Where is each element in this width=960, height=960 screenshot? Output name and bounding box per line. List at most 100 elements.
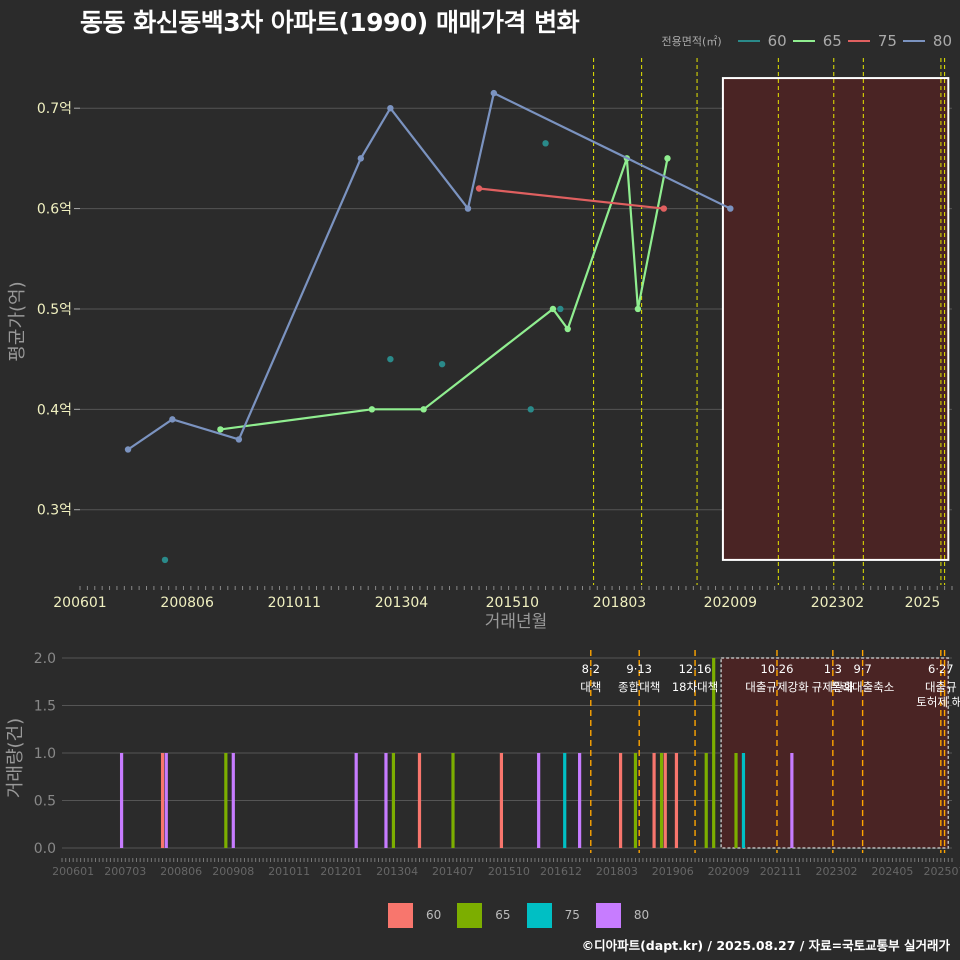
- policy-event-date: 9·7: [853, 662, 871, 676]
- volume-bar-60: [618, 753, 623, 848]
- policy-event-label: 18차대책: [672, 680, 718, 694]
- data-point-65: [368, 406, 376, 413]
- data-point-65: [549, 305, 557, 313]
- data-point-80: [169, 416, 176, 423]
- x-tick-label: 200806: [160, 595, 214, 611]
- data-point-60: [161, 556, 169, 564]
- x-tick-label: 202302: [811, 595, 864, 611]
- data-point-60: [557, 305, 564, 313]
- legend-item-75: 75: [847, 32, 897, 50]
- x-tick-label: 202009: [704, 595, 757, 611]
- volume-bar-65: [734, 753, 738, 848]
- volume-bar-80: [354, 753, 358, 848]
- legend-swatch: [457, 902, 483, 928]
- x-tick-label: 202009: [708, 865, 750, 878]
- series-line-65: [220, 158, 669, 431]
- legend-label: 80: [633, 908, 650, 922]
- volume-bar-80: [384, 753, 388, 848]
- data-point-80: [464, 205, 472, 212]
- volume-bar-65: [704, 753, 708, 848]
- data-point-65: [420, 406, 427, 413]
- policy-event-date: 12·16: [679, 662, 712, 676]
- y-tick-label: 0.5: [34, 794, 56, 810]
- data-point-80: [357, 155, 365, 162]
- policy-event-date: 10·26: [761, 662, 794, 676]
- x-tick-label: 201304: [375, 595, 429, 611]
- volume-bar-60: [652, 753, 656, 848]
- x-tick-label: 201510: [488, 865, 530, 878]
- legend-swatch: [847, 40, 870, 42]
- x-tick-label: 201201: [320, 865, 362, 878]
- x-tick-label: 202302: [816, 865, 858, 878]
- legend-item-80: 80: [902, 32, 952, 50]
- legend-item-65: 65: [792, 32, 842, 50]
- legend-label: 75: [564, 908, 580, 922]
- policy-event-label: 대출규: [925, 680, 957, 694]
- chart-title: 동동 화신동백3차 아파트(1990) 매매가격 변화: [80, 8, 580, 37]
- volume-bar-65: [633, 753, 638, 848]
- volume-bar-80: [537, 753, 541, 848]
- volume-legend: 60 65 75 80: [388, 902, 665, 928]
- legend-label: 65: [822, 32, 842, 50]
- data-point-60: [387, 355, 394, 363]
- legend-swatch: [388, 902, 413, 928]
- y-tick-label: 2.0: [34, 651, 56, 667]
- price-line-chart: 0.3억 0.4억 0.5억 0.6억 0.7억 200601 200806 201011 20…: [7, 58, 953, 632]
- x-tick-label: 201407: [432, 865, 474, 878]
- policy-event-date: 1·3: [824, 662, 842, 676]
- policy-event-label: 대책: [580, 680, 601, 694]
- data-point-65: [664, 155, 671, 162]
- volume-bar-65: [224, 753, 228, 848]
- y-tick-label: 0.4억: [37, 402, 72, 418]
- volume-bar-60: [417, 753, 422, 848]
- volume-bar-75: [563, 753, 567, 848]
- x-tick-label: 201803: [596, 865, 638, 878]
- x-tick-label: 200908: [212, 865, 254, 878]
- x-tick-label: 201011: [268, 865, 310, 878]
- legend-swatch: [902, 40, 925, 42]
- x-tick-label: 200601: [52, 865, 94, 878]
- legend-label: 75: [877, 32, 897, 50]
- policy-event-label: 규제완화: [812, 680, 855, 694]
- legend-item-60: 60: [737, 32, 787, 50]
- policy-event-label: 토허제 해제: [916, 695, 960, 709]
- data-point-65: [564, 325, 571, 333]
- legend-item-60: 60: [388, 902, 441, 928]
- x-tick-label: 200806: [160, 865, 202, 878]
- volume-bar-80: [231, 753, 235, 848]
- x-tick-label: 201906: [652, 865, 694, 878]
- policy-event-date: 9·13: [626, 662, 652, 676]
- x-tick-label: 200703: [104, 865, 146, 878]
- source-caption: ©디아파트(dapt.kr) / 2025.08.27 / 자료=국토교통부 실…: [581, 938, 950, 953]
- x-tick-label: 202111: [760, 865, 802, 878]
- x-tick-label: 201304: [376, 865, 418, 878]
- x-tick-label: 2025: [905, 595, 941, 611]
- y-tick-label: 0.3억: [37, 503, 72, 519]
- highlight-period-box: [721, 77, 950, 561]
- data-point-60: [527, 406, 534, 413]
- data-point-65: [217, 426, 224, 433]
- policy-event-label: 종합대책: [618, 680, 660, 694]
- volume-bar-65: [712, 658, 716, 848]
- y-axis-title: 거래량(건): [5, 718, 26, 798]
- x-tick-label: 201803: [593, 595, 646, 611]
- x-tick-label: 200601: [53, 595, 106, 611]
- legend-swatch: [792, 40, 815, 42]
- y-tick-label: 0.5억: [37, 302, 72, 318]
- volume-bar-80: [790, 753, 794, 848]
- data-point-80: [727, 205, 734, 212]
- x-tick-label: 202405: [871, 865, 913, 878]
- data-point-80: [235, 436, 243, 443]
- y-tick-label: 0.0: [34, 841, 56, 857]
- data-point-60: [542, 140, 549, 147]
- volume-bar-65: [659, 753, 664, 848]
- legend-label: 60: [767, 32, 787, 50]
- volume-bar-chart: 0.0 0.5 1.0 1.5 2.0 200601 200703 200806 200908 2…: [5, 650, 960, 878]
- series-line-75: [478, 187, 664, 210]
- legend-item-75: 75: [526, 902, 580, 928]
- volume-bar-80: [119, 753, 124, 848]
- legend-item-65: 65: [457, 902, 511, 928]
- data-point-75: [660, 205, 667, 212]
- y-tick-label: 0.7억: [37, 101, 72, 117]
- volume-bar-60: [663, 753, 667, 848]
